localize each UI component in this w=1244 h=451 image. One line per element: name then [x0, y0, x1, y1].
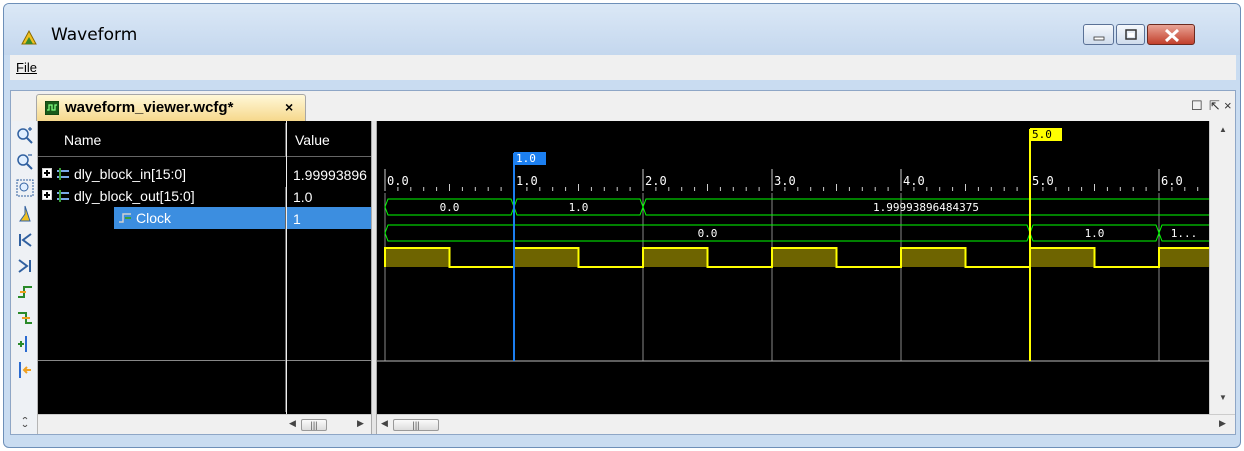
previous-marker-icon[interactable] — [16, 361, 34, 379]
tab-strip: waveform_viewer.wcfg* × ☐ ⇱ × — [11, 91, 1235, 121]
menu-file-label: File — [16, 60, 37, 75]
clock-high-fill — [1030, 248, 1095, 267]
close-button[interactable] — [1147, 24, 1195, 45]
column-separator[interactable] — [285, 187, 286, 412]
vivado-app-icon — [21, 29, 37, 45]
status-bar — [10, 436, 1236, 446]
wire-signal-icon — [119, 213, 131, 223]
names-horizontal-scrollbar[interactable] — [38, 414, 287, 434]
close-icon — [1164, 28, 1180, 43]
yellow-cursor-label: 5.0 — [1032, 128, 1052, 141]
scroll-right-icon[interactable]: ▶ — [1219, 418, 1226, 428]
vertical-scrollbar[interactable]: ▲ ▼ — [1209, 121, 1235, 434]
float-frame-button[interactable]: ⇱ — [1209, 98, 1220, 113]
ruler-tick-label: 6.0 — [1161, 174, 1183, 188]
signal-values-panel: Value 1.99993896 1.0 1 — [287, 121, 371, 434]
tab-label: waveform_viewer.wcfg* — [65, 99, 234, 116]
restore-frame-button[interactable]: ☐ — [1191, 98, 1203, 113]
dly-block-in-value-label: 1.99993896484375 — [873, 201, 979, 214]
zoom-fit-icon[interactable] — [16, 179, 34, 197]
waveform-file-icon — [45, 101, 59, 115]
waveform-toolbar — [12, 121, 38, 434]
go-to-start-icon[interactable] — [16, 231, 34, 249]
scroll-left-icon[interactable]: ◀ — [381, 418, 388, 428]
ruler-tick-label: 1.0 — [516, 174, 538, 188]
waveform-canvas[interactable]: 0.0 1.0 2.0 3.0 4.0 5.0 6.0 0.0 1.0 1.99993896484… — [377, 121, 1209, 414]
value-cell: 1.0 — [293, 189, 313, 205]
scroll-left-icon[interactable]: ◀ — [289, 418, 296, 428]
panel-divider — [38, 360, 286, 361]
values-horizontal-scrollbar[interactable]: ◀ ||| ▶ — [287, 414, 371, 434]
ruler-tick-label: 4.0 — [903, 174, 925, 188]
blue-cursor-flag — [514, 152, 546, 165]
dly-block-out-value-label: 1.0 — [1085, 227, 1105, 240]
signal-name: dly_block_in[15:0] — [74, 166, 187, 182]
clock-high-fill — [643, 248, 708, 267]
signal-row-dly-block-in[interactable]: dly_block_in[15:0] — [38, 163, 286, 185]
zoom-in-icon[interactable] — [16, 127, 34, 145]
clock-high-fill — [385, 248, 450, 267]
clock-high-fill — [772, 248, 837, 267]
expand-icon[interactable] — [16, 417, 34, 427]
minimize-icon — [1093, 36, 1105, 41]
waveform-horizontal-scrollbar[interactable]: ◀ ||| ▶ — [377, 414, 1235, 434]
signal-row-dly-block-out[interactable]: dly_block_out[15:0] — [38, 185, 286, 207]
next-transition-icon[interactable] — [16, 309, 34, 327]
signal-name: dly_block_out[15:0] — [74, 188, 195, 204]
scroll-up-icon[interactable]: ▲ — [1219, 125, 1227, 134]
clock-high-fill — [1159, 248, 1209, 267]
signal-row-clock[interactable]: Clock — [114, 207, 286, 229]
dly-block-out-value-label: 0.0 — [698, 227, 718, 240]
blue-cursor-label: 1.0 — [516, 152, 536, 165]
waveform-frame: waveform_viewer.wcfg* × ☐ ⇱ × Name — [10, 90, 1236, 435]
expand-toggle-icon[interactable] — [42, 190, 52, 200]
go-to-end-icon[interactable] — [16, 257, 34, 275]
ruler-tick-label: 3.0 — [774, 174, 796, 188]
ruler-tick-label: 0.0 — [387, 174, 409, 188]
tab-close-button[interactable]: × — [285, 99, 294, 115]
maximize-button[interactable] — [1116, 24, 1145, 45]
scroll-thumb[interactable]: ||| — [301, 419, 327, 431]
dly-block-out-value-label: 1... — [1171, 227, 1198, 240]
add-marker-icon[interactable] — [16, 335, 34, 353]
expand-toggle-icon[interactable] — [42, 168, 52, 178]
title-bar[interactable]: Waveform — [4, 4, 1240, 55]
dly-block-in-value-label: 0.0 — [440, 201, 460, 214]
menu-bar: File — [10, 55, 1236, 80]
dly-block-out-segment — [1158, 224, 1209, 242]
panel-divider — [287, 360, 371, 361]
bus-signal-icon — [57, 168, 69, 180]
signal-names-panel: Name dly_block_in[15:0] dly_block_out[15… — [38, 121, 286, 434]
scroll-right-icon[interactable]: ▶ — [357, 418, 364, 428]
clock-high-fill — [901, 248, 966, 267]
clock-high-fill — [514, 248, 579, 267]
tab-waveform-viewer[interactable]: waveform_viewer.wcfg* × — [36, 94, 306, 121]
scroll-thumb[interactable]: ||| — [393, 419, 439, 431]
bus-signal-icon — [57, 190, 69, 202]
minimize-button[interactable] — [1083, 24, 1114, 45]
yellow-cursor-flag — [1030, 128, 1062, 141]
dly-block-in-segment — [642, 198, 1209, 216]
waveform-display[interactable]: 0.0 1.0 2.0 3.0 4.0 5.0 6.0 0.0 1.0 1.99993896484… — [377, 121, 1209, 414]
value-column-header[interactable]: Value — [287, 123, 371, 157]
name-column-header[interactable]: Name — [38, 123, 286, 157]
maximize-icon — [1125, 29, 1137, 40]
close-frame-button[interactable]: × — [1224, 98, 1232, 113]
dly-block-in-value-label: 1.0 — [569, 201, 589, 214]
waveform-window: Waveform File waveform_viewer.wcfg* × ☐ … — [3, 3, 1241, 448]
cursor-icon[interactable] — [16, 205, 34, 223]
ruler-tick-label: 2.0 — [645, 174, 667, 188]
value-cell: 1.99993896 — [293, 167, 367, 183]
signal-name: Clock — [136, 210, 172, 226]
value-cell-selected: 1 — [287, 207, 371, 229]
menu-file[interactable]: File — [16, 60, 37, 75]
scroll-down-icon[interactable]: ▼ — [1219, 393, 1227, 402]
window-title: Waveform — [51, 25, 138, 45]
panel-splitter[interactable] — [371, 121, 377, 434]
previous-transition-icon[interactable] — [16, 283, 34, 301]
zoom-out-icon[interactable] — [16, 153, 34, 171]
ruler-tick-label: 5.0 — [1032, 174, 1054, 188]
